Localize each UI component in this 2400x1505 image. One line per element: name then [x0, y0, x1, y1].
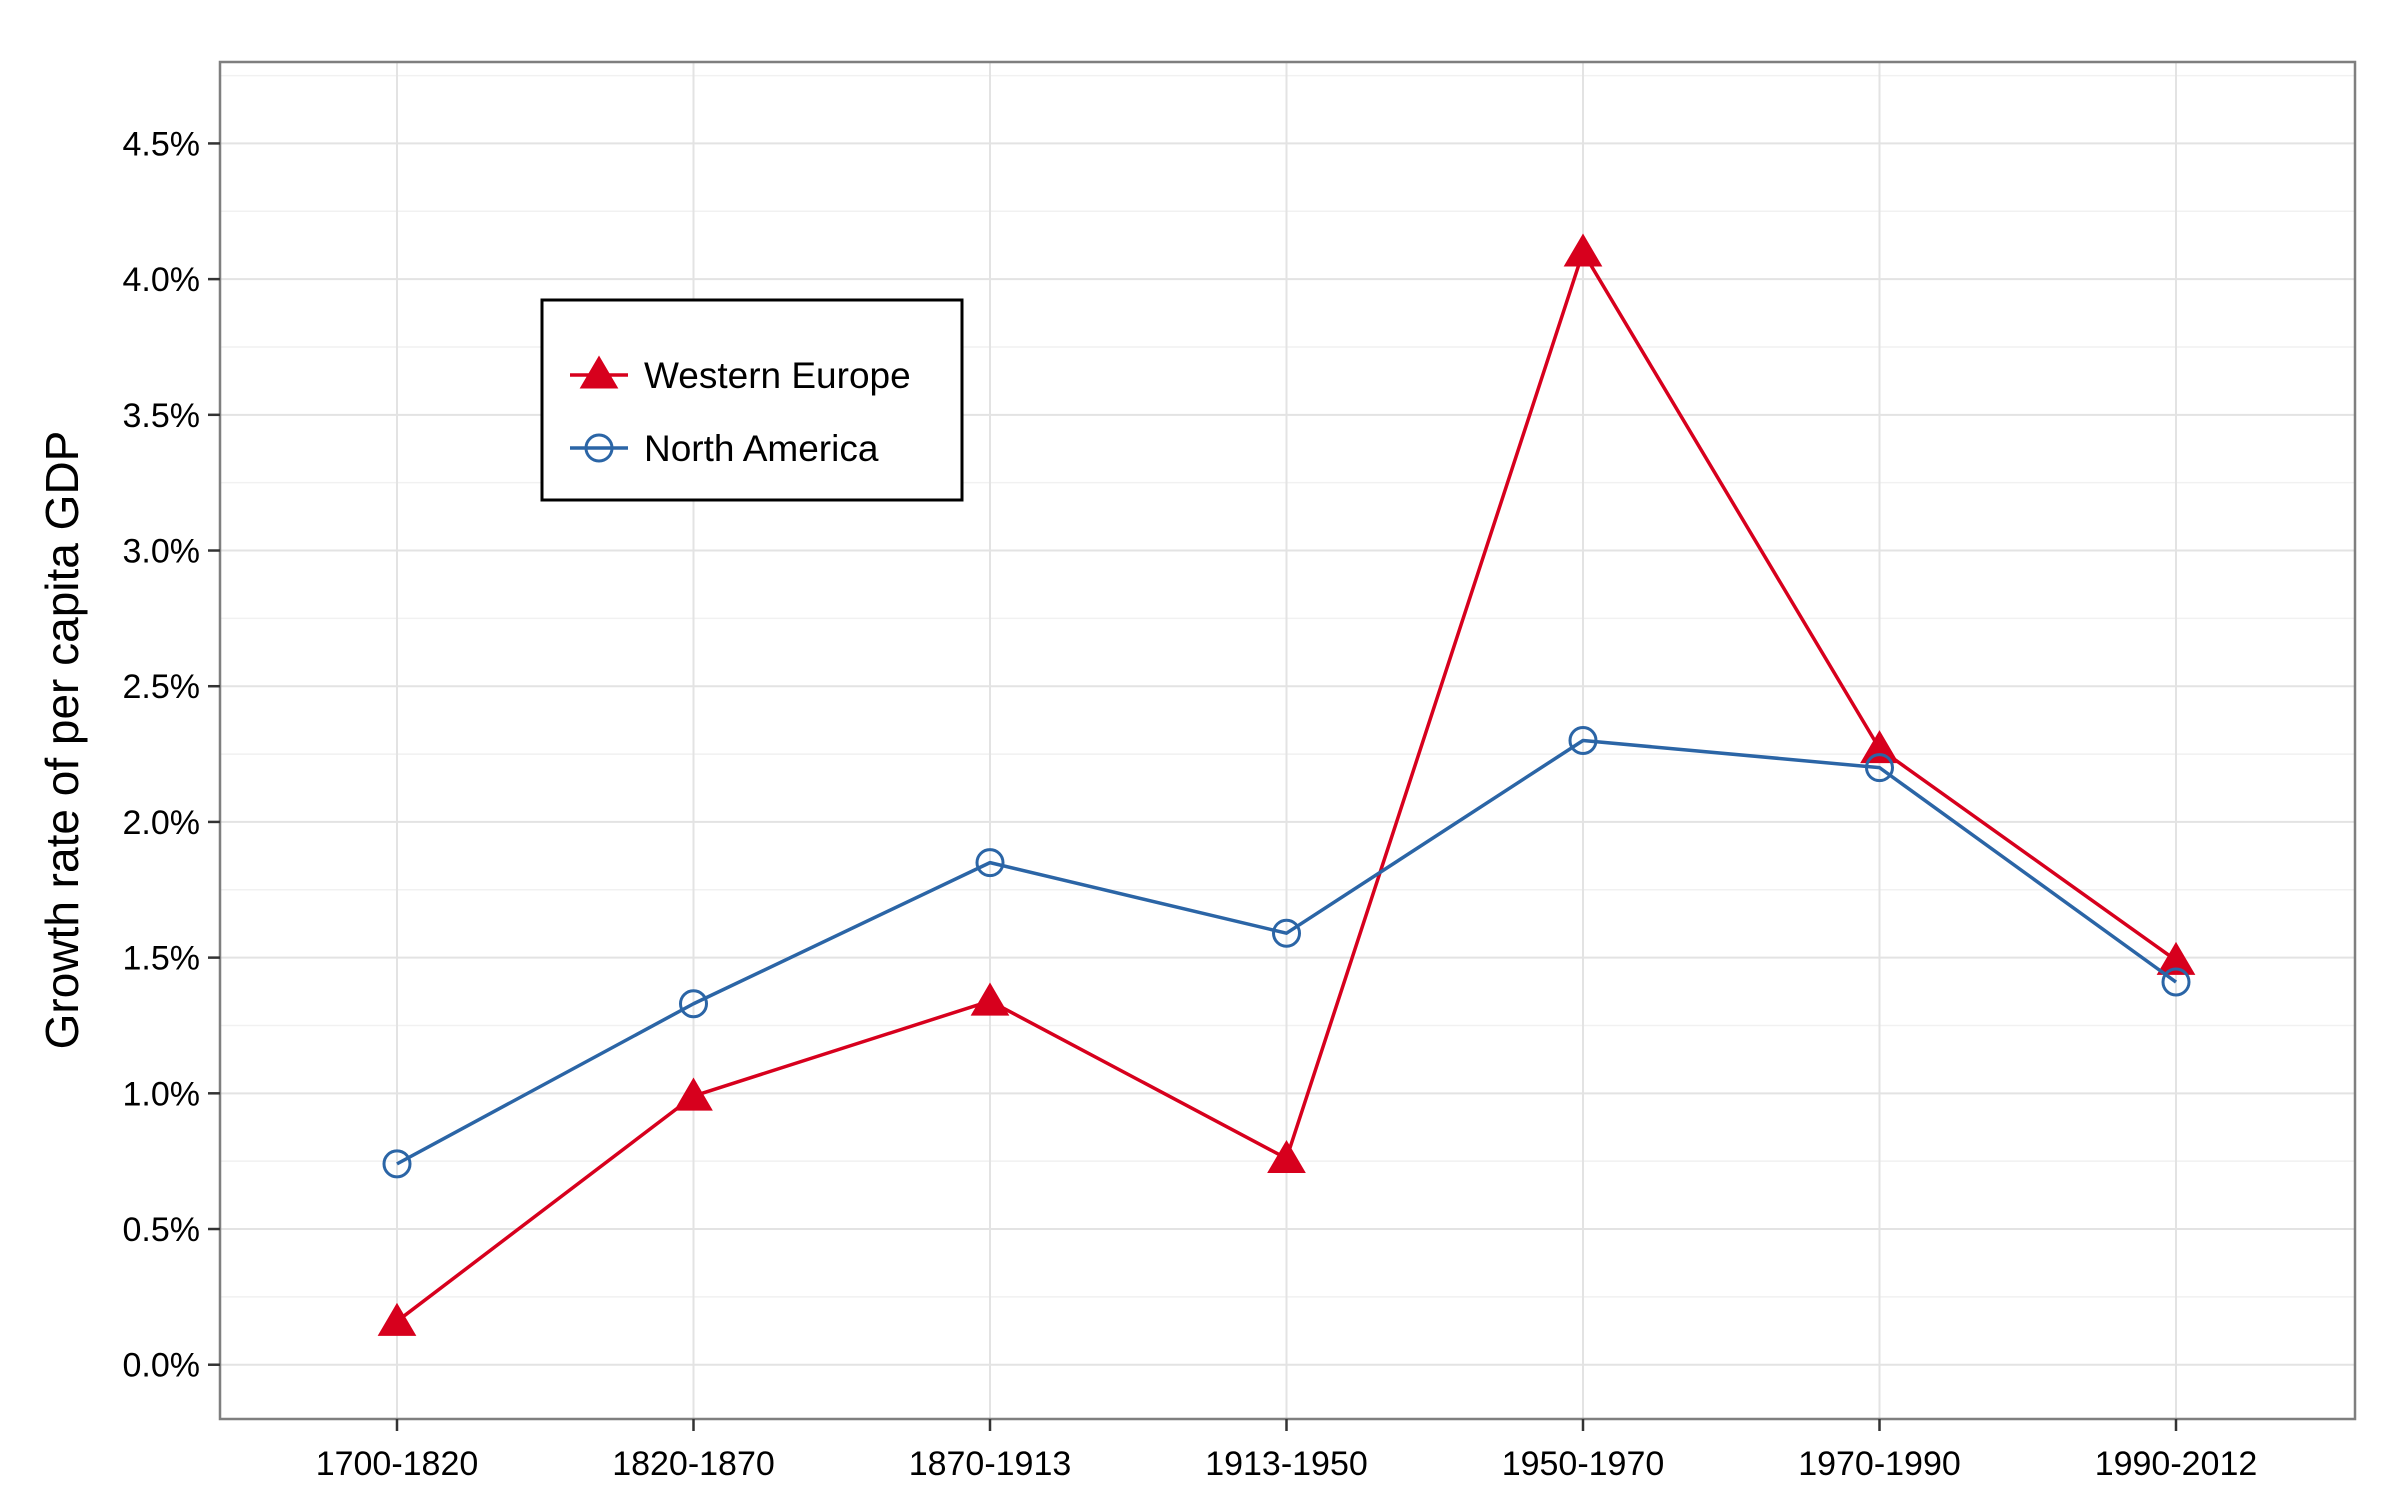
series-western-europe — [377, 233, 2196, 1336]
data-point-north-america — [1865, 753, 1894, 783]
data-point-north-america — [679, 989, 708, 1019]
y-tick-label: 4.0% — [123, 261, 201, 299]
legend-box — [540, 298, 964, 502]
legend: Western Europe North America — [540, 298, 964, 502]
y-tick-label: 1.0% — [123, 1075, 201, 1113]
y-tick-label: 0.5% — [123, 1211, 201, 1249]
grid — [220, 62, 2355, 1419]
x-tick-label: 1870-1913 — [909, 1445, 1072, 1483]
data-point-western-europe — [377, 1302, 417, 1336]
series-line-north-america — [396, 738, 2178, 1166]
y-tick-label: 0.0% — [123, 1347, 201, 1385]
data-point-western-europe — [2156, 941, 2196, 975]
data-point-north-america — [975, 848, 1005, 878]
y-tick-label: 4.5% — [123, 125, 201, 163]
legend-marker-north-america — [584, 433, 614, 463]
y-tick-label: 3.0% — [123, 533, 201, 571]
data-point-western-europe — [1860, 730, 1899, 764]
y-tick-label: 3.5% — [123, 397, 201, 435]
axes: 0.0% 0.5% 1.0% 1.5% 2.0% 2.5% 3.0% 3.5% 4.0% 4.5%… — [123, 125, 2258, 1483]
x-tick-label: 1820-1870 — [612, 1445, 775, 1483]
x-tick-label: 1913-1950 — [1205, 1445, 1368, 1483]
y-axis-title: Growth rate of per capita GDP — [36, 431, 88, 1050]
legend-label-western-europe: Western Europe — [644, 355, 911, 396]
data-point-north-america — [1568, 726, 1598, 755]
legend-items: Western Europe North America — [570, 355, 911, 469]
data-point-western-europe — [1563, 233, 1603, 267]
data-point-western-europe — [970, 982, 1010, 1016]
data-point-north-america — [382, 1149, 412, 1179]
data-point-north-america — [1272, 918, 1301, 948]
series-north-america — [382, 726, 2191, 1179]
data-point-western-europe — [1267, 1139, 1306, 1173]
data-point-western-europe — [674, 1077, 713, 1111]
legend-marker-western-europe — [579, 355, 619, 389]
y-tick-label: 1.5% — [123, 940, 201, 978]
data-point-north-america — [2161, 967, 2191, 997]
x-tick-label: 1970-1990 — [1798, 1445, 1961, 1483]
x-tick-label: 1700-1820 — [316, 1445, 479, 1483]
y-tick-label: 2.0% — [123, 804, 201, 842]
legend-item-western-europe: Western Europe — [570, 355, 911, 396]
x-tick-label: 1950-1970 — [1502, 1445, 1665, 1483]
series-layer — [377, 233, 2196, 1336]
legend-item-north-america: North America — [570, 428, 879, 469]
x-tick-label: 1990-2012 — [2095, 1445, 2258, 1483]
legend-label-north-america: North America — [644, 428, 879, 469]
y-tick-label: 2.5% — [123, 668, 201, 706]
